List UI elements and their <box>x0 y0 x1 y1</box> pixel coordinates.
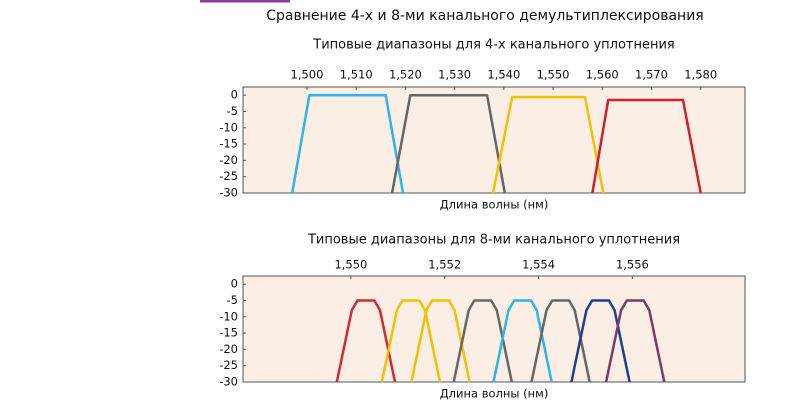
y-tick-label: -15 <box>219 137 238 151</box>
series-line <box>380 299 442 383</box>
x-tick-label: 1,580 <box>684 68 717 82</box>
y-tick-label: 0 <box>231 277 238 291</box>
y-tick-label: -10 <box>219 120 238 134</box>
y-tick-label: -15 <box>219 326 238 340</box>
chart-title: Типовые диапазоны для 4-х канального упл… <box>312 38 675 53</box>
series-line <box>491 95 605 194</box>
series-line <box>290 93 405 194</box>
x-tick-label: 1,500 <box>291 68 324 82</box>
x-tick-label: 1,552 <box>428 258 461 272</box>
x-tick-label: 1,550 <box>537 68 570 82</box>
x-tick-label: 1,550 <box>334 258 367 272</box>
series-line <box>390 93 507 194</box>
x-axis-label: Длина волны (нм) <box>440 198 549 212</box>
x-tick-label: 1,570 <box>635 68 668 82</box>
chart-title: Типовые диапазоны для 8-ми канального уп… <box>307 233 680 248</box>
series-line <box>591 98 702 194</box>
y-tick-label: 0 <box>231 88 238 102</box>
series-line <box>452 299 514 383</box>
y-tick-label: -10 <box>219 309 238 323</box>
x-axis-label: Длина волны (нм) <box>440 387 549 401</box>
y-tick-label: -5 <box>227 293 238 307</box>
y-tick-label: -25 <box>219 358 238 372</box>
y-tick-label: -30 <box>219 186 238 200</box>
x-tick-label: 1,556 <box>616 258 649 272</box>
series-line <box>335 299 397 383</box>
x-tick-label: 1,540 <box>487 68 520 82</box>
x-tick-label: 1,554 <box>522 258 555 272</box>
y-tick-label: -20 <box>219 153 238 167</box>
y-tick-label: -20 <box>219 342 238 356</box>
series-line <box>530 299 591 383</box>
series-line <box>492 299 553 383</box>
y-tick-label: -30 <box>219 375 238 389</box>
y-tick-label: -5 <box>227 104 238 118</box>
series-line <box>570 299 631 383</box>
series-line <box>410 299 471 383</box>
x-tick-label: 1,520 <box>389 68 422 82</box>
main-title: Сравнение 4-х и 8-ми канального демульти… <box>266 8 703 24</box>
x-tick-label: 1,510 <box>340 68 373 82</box>
series-line <box>604 299 666 383</box>
x-tick-label: 1,560 <box>586 68 619 82</box>
y-tick-label: -25 <box>219 169 238 183</box>
plot-area <box>242 275 746 383</box>
x-tick-label: 1,530 <box>438 68 471 82</box>
